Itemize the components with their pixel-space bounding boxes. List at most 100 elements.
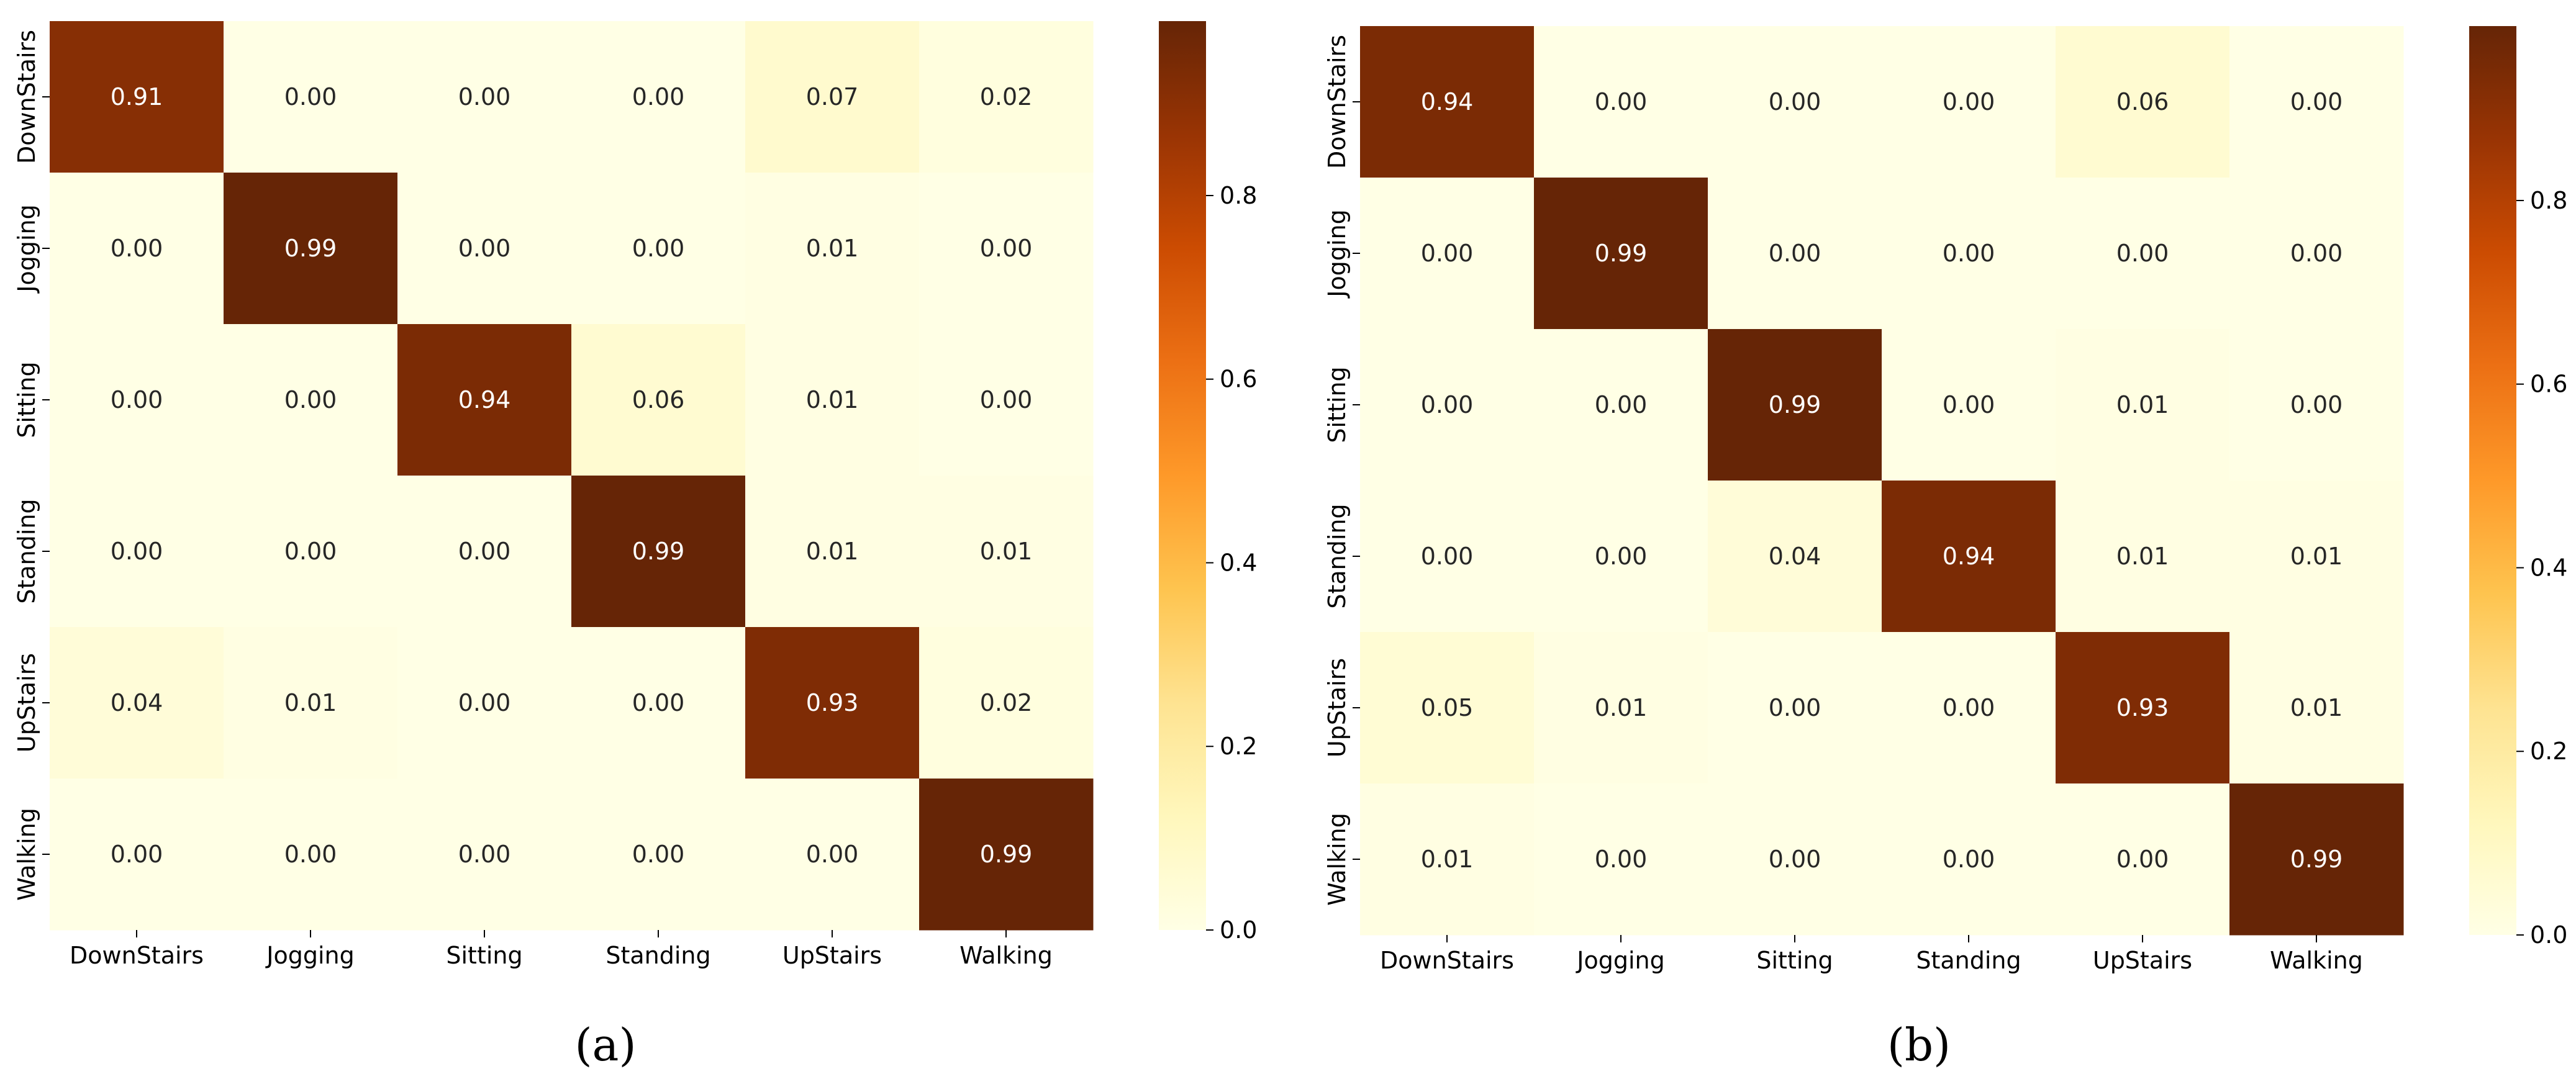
heatmap-cell [1360, 783, 1535, 936]
cell-value-label: 0.00 [1943, 846, 1995, 873]
heatmap-cell [224, 779, 398, 931]
heatmap-cell [1882, 178, 2056, 330]
panel-caption: (b) [1887, 1019, 1951, 1071]
heatmap-cell [2056, 783, 2230, 936]
cell-value-label: 0.00 [980, 235, 1033, 262]
y-tick-label: Walking [1323, 813, 1351, 906]
heatmap-cell [1882, 632, 2056, 784]
heatmap-cell [2229, 329, 2404, 481]
cell-value-label: 0.00 [1769, 240, 1821, 267]
cell-value-label: 0.01 [806, 386, 859, 413]
heatmap-cell [50, 324, 224, 476]
cell-value-label: 0.00 [111, 538, 163, 565]
y-tick-label: DownStairs [1323, 35, 1351, 169]
heatmap-cell [1534, 26, 1708, 178]
cell-value-label: 0.01 [2116, 391, 2169, 418]
y-tick-label: Standing [13, 499, 40, 603]
heatmap-cell [745, 476, 920, 628]
colorbar-tick-label: 0.4 [2530, 554, 2567, 581]
x-tick-label: DownStairs [70, 942, 204, 969]
heatmap-cell [50, 476, 224, 628]
y-tick-label: Jogging [1323, 209, 1351, 298]
heatmap-panel-a: 0.91 0.00 0.00 0.00 0.07 0.02 0.00 0.99 0.00 0.00… [13, 21, 1257, 1071]
cell-value-label: 0.00 [1943, 391, 1995, 418]
cell-value-label: 0.00 [111, 235, 163, 262]
cell-value-label: 0.99 [284, 235, 337, 262]
heatmap-cell [1708, 178, 1882, 330]
heatmap-cell [2229, 783, 2404, 936]
heatmap-cell [397, 627, 572, 779]
heatmap-cell [571, 324, 746, 476]
cell-value-label: 0.04 [1769, 543, 1821, 570]
heatmap-cell [224, 324, 398, 476]
cell-value-label: 0.00 [1421, 240, 1474, 267]
cell-value-label: 0.01 [284, 689, 337, 716]
heatmap-cell [1360, 26, 1535, 178]
heatmap-cell [745, 779, 920, 931]
colorbar-tick-label: 0.2 [2530, 738, 2567, 765]
heatmap-cell [1882, 783, 2056, 936]
x-tick-labels: DownStairs Jogging Sitting Standing UpStairs… [70, 930, 1053, 969]
heatmap-cell [224, 173, 398, 325]
cell-value-label: 0.01 [806, 538, 859, 565]
cell-value-label: 0.01 [806, 235, 859, 262]
heatmap-cell [571, 779, 746, 931]
heatmap-cell [1534, 632, 1708, 784]
heatmap-cell [1534, 178, 1708, 330]
heatmap-cell [397, 779, 572, 931]
x-tick-label: Sitting [1756, 947, 1833, 974]
heatmap-cell [1360, 632, 1535, 784]
colorbar-tick-label: 0.2 [1220, 733, 1257, 760]
heatmap-cell [1708, 481, 1882, 633]
heatmap-cell [571, 476, 746, 628]
cell-value-label: 0.02 [980, 689, 1033, 716]
heatmap-cell [50, 173, 224, 325]
cell-value-label: 0.00 [1421, 391, 1474, 418]
cell-value-label: 0.94 [458, 386, 511, 413]
heatmap-cell [1882, 481, 2056, 633]
cell-value-label: 0.00 [1595, 391, 1648, 418]
heatmap-cell [571, 21, 746, 173]
cell-value-label: 0.00 [1769, 846, 1821, 873]
cell-value-label: 0.00 [2290, 391, 2343, 418]
cell-value-label: 0.00 [111, 386, 163, 413]
y-tick-label: DownStairs [13, 30, 40, 164]
heatmap-cell [1882, 26, 2056, 178]
y-tick-labels: DownStairs Jogging Sitting Standing UpStairs… [1323, 35, 1360, 906]
y-tick-labels: DownStairs Jogging Sitting Standing UpStairs… [13, 30, 50, 901]
cell-value-label: 0.04 [111, 689, 163, 716]
heatmap-cell [745, 173, 920, 325]
heatmap-cell [1708, 783, 1882, 936]
heatmap-cell [1534, 783, 1708, 936]
y-tick-label: Sitting [1323, 366, 1351, 443]
cell-value-label: 0.00 [458, 83, 511, 111]
heatmap-cell [1360, 481, 1535, 633]
heatmap-cell [50, 21, 224, 173]
colorbar-tick-label: 0.6 [1220, 366, 1257, 393]
cell-value-label: 0.00 [284, 841, 337, 868]
heatmap-cell [745, 627, 920, 779]
cell-value-label: 0.01 [1421, 846, 1474, 873]
cell-value-label: 0.00 [2290, 88, 2343, 115]
heatmap-cell [224, 627, 398, 779]
heatmap-cell [1534, 481, 1708, 633]
heatmap-cell [397, 476, 572, 628]
cell-value-label: 0.91 [111, 83, 163, 111]
colorbar-tick-label: 0.0 [2530, 921, 2567, 949]
cell-value-label: 0.99 [2290, 846, 2343, 873]
heatmap-cell [50, 779, 224, 931]
cell-value-label: 0.94 [1943, 543, 1995, 570]
x-tick-label: UpStairs [782, 942, 882, 969]
x-tick-label: Standing [605, 942, 710, 969]
heatmap-cell [2056, 178, 2230, 330]
cell-value-label: 0.00 [458, 689, 511, 716]
heatmap-cell [919, 21, 1094, 173]
cell-value-label: 0.00 [111, 841, 163, 868]
cell-value-label: 0.06 [2116, 88, 2169, 115]
heatmap-cell [397, 324, 572, 476]
heatmap-cells: 0.94 0.00 0.00 0.00 0.06 0.00 0.00 0.99 0.00 0.00… [1360, 26, 2404, 936]
heatmap-cell [2056, 329, 2230, 481]
cell-value-label: 0.00 [1943, 240, 1995, 267]
cell-value-label: 0.07 [806, 83, 859, 111]
